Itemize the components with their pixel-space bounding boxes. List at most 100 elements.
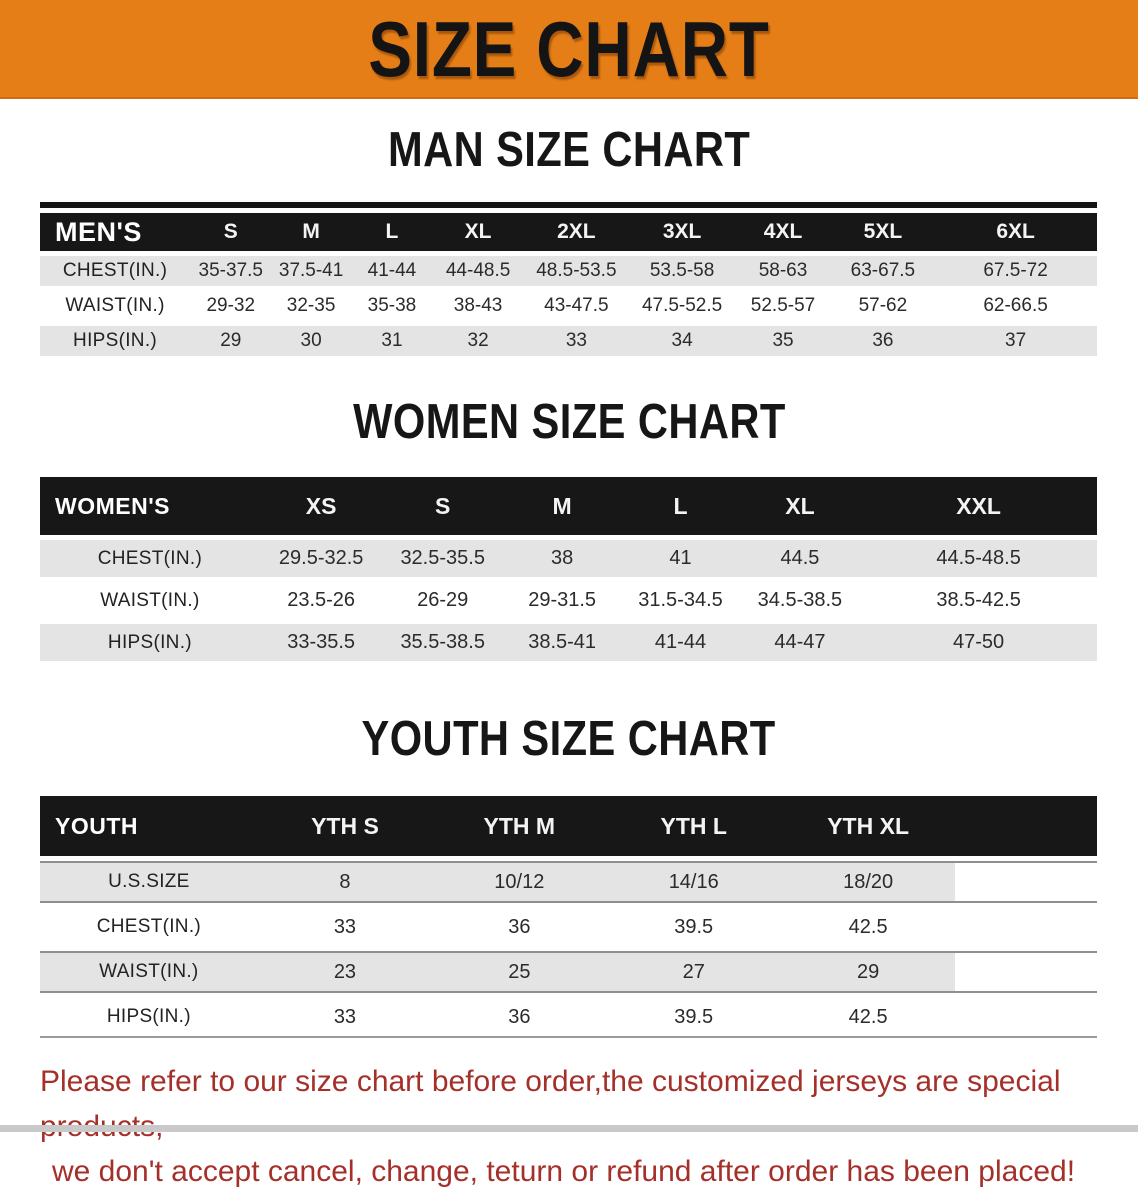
disclaimer-line2: we don't accept cancel, change, teturn o… [52, 1155, 1076, 1188]
youth-cell: 42.5 [780, 998, 956, 1038]
men-column-header: S [190, 213, 272, 251]
youth-cell: 18/20 [780, 861, 956, 903]
men-table-row: CHEST(IN.) 35-37.5 37.5-41 41-44 44-48.5 48.5… [40, 256, 1097, 286]
youth-cell: 29 [780, 951, 956, 993]
men-size-table: MEN'S S M L XL 2XL 3XL 4XL 5XL 6XL CHEST(IN.) 35-37… [40, 202, 1097, 361]
men-cell: 52.5-57 [734, 291, 832, 321]
women-cell: 29.5-32.5 [259, 540, 383, 577]
men-cell: 35-37.5 [190, 256, 272, 286]
size-chart-sections: MAN SIZE CHART MEN'S S M L XL 2XL 3XL 4XL 5XL 6XL C… [0, 123, 1138, 1043]
men-cell: 34 [629, 326, 735, 356]
men-cell: 41-44 [350, 256, 434, 286]
youth-cell: 10/12 [432, 861, 607, 903]
men-cell: 62-66.5 [934, 291, 1097, 321]
men-cell: 48.5-53.5 [523, 256, 630, 286]
youth-cell-empty [955, 908, 1097, 946]
women-cell: 38.5-42.5 [860, 582, 1097, 619]
women-size-table: WOMEN'S XS S M L XL XXL CHEST(IN.) 29.5-32.5 32.5… [40, 472, 1097, 666]
men-header-row: MEN'S S M L XL 2XL 3XL 4XL 5XL 6XL [40, 213, 1097, 251]
youth-column-header: YTH M [432, 796, 607, 856]
men-cell: 57-62 [831, 291, 935, 321]
youth-cell: 36 [432, 908, 607, 946]
men-column-header: L [350, 213, 434, 251]
women-cell: 33-35.5 [259, 624, 383, 661]
women-cell: 29-31.5 [502, 582, 622, 619]
women-row-label: CHEST(IN.) [40, 540, 260, 577]
men-cell: 35 [734, 326, 832, 356]
men-column-header: 3XL [629, 213, 735, 251]
women-cell: 38 [502, 540, 622, 577]
youth-row-label: CHEST(IN.) [40, 908, 258, 946]
women-column-header: M [502, 477, 622, 535]
men-cell: 53.5-58 [629, 256, 735, 286]
men-column-header: 5XL [831, 213, 935, 251]
heading-youth: YOUTH SIZE CHART [0, 712, 1138, 778]
youth-cell: 25 [432, 951, 607, 993]
women-column-header: L [621, 477, 740, 535]
women-cell: 41-44 [621, 624, 740, 661]
women-cell: 32.5-35.5 [382, 540, 503, 577]
women-cell: 38.5-41 [502, 624, 622, 661]
youth-row-label: WAIST(IN.) [40, 951, 258, 993]
men-cell: 33 [523, 326, 630, 356]
women-table-row: WAIST(IN.) 23.5-26 26-29 29-31.5 31.5-34.5 34… [40, 582, 1097, 619]
men-column-header: 2XL [523, 213, 630, 251]
men-cell: 38-43 [433, 291, 524, 321]
men-cell: 31 [350, 326, 434, 356]
youth-cell: 27 [606, 951, 781, 993]
youth-size-table: YOUTH YTH S YTH M YTH L YTH XL U.S.SIZE 8 10/12… [40, 791, 1097, 1043]
women-cell: 41 [621, 540, 740, 577]
women-column-header: XXL [860, 477, 1097, 535]
men-column-header: XL [433, 213, 524, 251]
youth-cell: 36 [432, 998, 607, 1038]
women-cell: 31.5-34.5 [621, 582, 740, 619]
youth-column-header: YTH L [606, 796, 781, 856]
men-column-header: M [271, 213, 351, 251]
youth-table-row: CHEST(IN.) 33 36 39.5 42.5 [40, 908, 1097, 946]
men-table-row: HIPS(IN.) 29 30 31 32 33 34 35 36 37 [40, 326, 1097, 356]
men-table-row: WAIST(IN.) 29-32 32-35 35-38 38-43 43-47.5 47.… [40, 291, 1097, 321]
youth-cell: 33 [257, 908, 433, 946]
men-cell: 37 [934, 326, 1097, 356]
men-cell: 43-47.5 [523, 291, 630, 321]
women-cell: 44.5-48.5 [860, 540, 1097, 577]
heading-men: MAN SIZE CHART [0, 123, 1138, 189]
youth-cell: 39.5 [606, 908, 781, 946]
youth-table-row: WAIST(IN.) 23 25 27 29 [40, 951, 1097, 993]
women-row-label: WAIST(IN.) [40, 582, 260, 619]
youth-cell: 23 [257, 951, 433, 993]
men-table-label: MEN'S [40, 213, 191, 251]
women-cell: 23.5-26 [259, 582, 383, 619]
men-cell: 35-38 [350, 291, 434, 321]
youth-row-label: HIPS(IN.) [40, 998, 258, 1038]
men-row-label: WAIST(IN.) [40, 291, 191, 321]
men-cell: 58-63 [734, 256, 832, 286]
disclaimer-line1: Please refer to our size chart before or… [40, 1065, 1061, 1143]
women-row-label: HIPS(IN.) [40, 624, 260, 661]
youth-cell: 39.5 [606, 998, 781, 1038]
women-column-header: XL [739, 477, 861, 535]
men-column-header: 6XL [934, 213, 1097, 251]
youth-column-header: YTH XL [780, 796, 956, 856]
youth-table-label: YOUTH [40, 796, 258, 856]
youth-cell: 14/16 [606, 861, 781, 903]
women-cell: 44.5 [739, 540, 861, 577]
women-table-row: CHEST(IN.) 29.5-32.5 32.5-35.5 38 41 44.5 44.5… [40, 540, 1097, 577]
men-cell: 32-35 [271, 291, 351, 321]
youth-table-row: U.S.SIZE 8 10/12 14/16 18/20 [40, 861, 1097, 903]
youth-cell-empty [955, 951, 1097, 993]
youth-column-header-empty [955, 796, 1097, 856]
youth-cell: 42.5 [780, 908, 956, 946]
youth-row-label: U.S.SIZE [40, 861, 258, 903]
youth-cell: 33 [257, 998, 433, 1038]
men-cell: 37.5-41 [271, 256, 351, 286]
youth-cell-empty [955, 998, 1097, 1038]
men-column-header: 4XL [734, 213, 832, 251]
men-row-label: HIPS(IN.) [40, 326, 191, 356]
youth-cell-empty [955, 861, 1097, 903]
men-cell: 29-32 [190, 291, 272, 321]
bottom-edge-strip [0, 1125, 1138, 1132]
women-header-row: WOMEN'S XS S M L XL XXL [40, 477, 1097, 535]
women-cell: 26-29 [382, 582, 503, 619]
youth-table-row: HIPS(IN.) 33 36 39.5 42.5 [40, 998, 1097, 1038]
